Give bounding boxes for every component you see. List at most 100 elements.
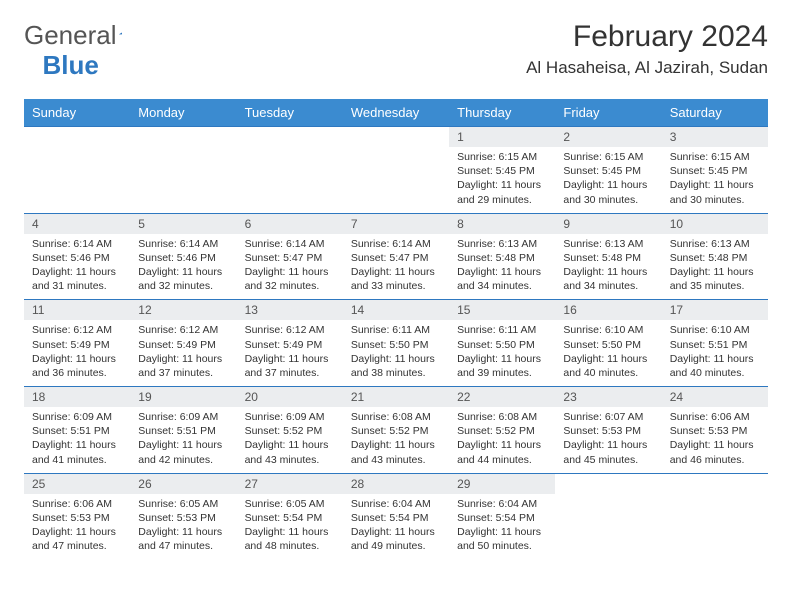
daylight-line: Daylight: 11 hours and 32 minutes. [138,265,228,293]
calendar-cell: 1Sunrise: 6:15 AMSunset: 5:45 PMDaylight… [449,127,555,214]
calendar-cell: 4Sunrise: 6:14 AMSunset: 5:46 PMDaylight… [24,213,130,300]
sunrise-line: Sunrise: 6:15 AM [563,150,653,164]
daylight-line: Daylight: 11 hours and 35 minutes. [670,265,760,293]
daylight-line: Daylight: 11 hours and 33 minutes. [351,265,441,293]
sunset-line: Sunset: 5:48 PM [670,251,760,265]
sunset-line: Sunset: 5:54 PM [245,511,335,525]
calendar-cell: 25Sunrise: 6:06 AMSunset: 5:53 PMDayligh… [24,473,130,559]
calendar-cell: 21Sunrise: 6:08 AMSunset: 5:52 PMDayligh… [343,387,449,474]
calendar-table: Sunday Monday Tuesday Wednesday Thursday… [24,99,768,559]
logo-triangle-icon [119,24,123,42]
sunrise-line: Sunrise: 6:09 AM [245,410,335,424]
day-content: Sunrise: 6:05 AMSunset: 5:54 PMDaylight:… [237,494,343,560]
sunrise-line: Sunrise: 6:04 AM [351,497,441,511]
day-number: 15 [449,300,555,320]
day-number: 8 [449,214,555,234]
day-number: 29 [449,474,555,494]
sunrise-line: Sunrise: 6:12 AM [32,323,122,337]
calendar-cell: 22Sunrise: 6:08 AMSunset: 5:52 PMDayligh… [449,387,555,474]
logo-word2: Blue [43,50,99,81]
calendar-cell: 3Sunrise: 6:15 AMSunset: 5:45 PMDaylight… [662,127,768,214]
daylight-line: Daylight: 11 hours and 37 minutes. [245,352,335,380]
daylight-line: Daylight: 11 hours and 32 minutes. [245,265,335,293]
day-number: 26 [130,474,236,494]
day-number: 3 [662,127,768,147]
daylight-line: Daylight: 11 hours and 42 minutes. [138,438,228,466]
sunrise-line: Sunrise: 6:11 AM [351,323,441,337]
calendar-cell: 5Sunrise: 6:14 AMSunset: 5:46 PMDaylight… [130,213,236,300]
sunrise-line: Sunrise: 6:06 AM [670,410,760,424]
calendar-cell: 12Sunrise: 6:12 AMSunset: 5:49 PMDayligh… [130,300,236,387]
day-content: Sunrise: 6:14 AMSunset: 5:47 PMDaylight:… [343,234,449,300]
sunrise-line: Sunrise: 6:05 AM [138,497,228,511]
sunrise-line: Sunrise: 6:06 AM [32,497,122,511]
day-content: Sunrise: 6:06 AMSunset: 5:53 PMDaylight:… [662,407,768,473]
day-content: Sunrise: 6:05 AMSunset: 5:53 PMDaylight:… [130,494,236,560]
daylight-line: Daylight: 11 hours and 48 minutes. [245,525,335,553]
sunset-line: Sunset: 5:48 PM [457,251,547,265]
day-content: Sunrise: 6:10 AMSunset: 5:50 PMDaylight:… [555,320,661,386]
daylight-line: Daylight: 11 hours and 46 minutes. [670,438,760,466]
day-number: 17 [662,300,768,320]
day-content: Sunrise: 6:15 AMSunset: 5:45 PMDaylight:… [662,147,768,213]
calendar-cell: 10Sunrise: 6:13 AMSunset: 5:48 PMDayligh… [662,213,768,300]
sunset-line: Sunset: 5:52 PM [351,424,441,438]
daylight-line: Daylight: 11 hours and 34 minutes. [457,265,547,293]
day-number: 1 [449,127,555,147]
daylight-line: Daylight: 11 hours and 50 minutes. [457,525,547,553]
sunset-line: Sunset: 5:53 PM [32,511,122,525]
day-content: Sunrise: 6:04 AMSunset: 5:54 PMDaylight:… [343,494,449,560]
weekday-header: Wednesday [343,99,449,127]
day-content: Sunrise: 6:09 AMSunset: 5:52 PMDaylight:… [237,407,343,473]
daylight-line: Daylight: 11 hours and 36 minutes. [32,352,122,380]
calendar-cell: .. [662,473,768,559]
calendar-body: ........1Sunrise: 6:15 AMSunset: 5:45 PM… [24,127,768,560]
day-content: Sunrise: 6:08 AMSunset: 5:52 PMDaylight:… [449,407,555,473]
calendar-row: 25Sunrise: 6:06 AMSunset: 5:53 PMDayligh… [24,473,768,559]
calendar-cell: 23Sunrise: 6:07 AMSunset: 5:53 PMDayligh… [555,387,661,474]
day-content: Sunrise: 6:10 AMSunset: 5:51 PMDaylight:… [662,320,768,386]
day-content: Sunrise: 6:15 AMSunset: 5:45 PMDaylight:… [449,147,555,213]
sunset-line: Sunset: 5:50 PM [457,338,547,352]
sunset-line: Sunset: 5:50 PM [563,338,653,352]
day-content: Sunrise: 6:11 AMSunset: 5:50 PMDaylight:… [449,320,555,386]
sunrise-line: Sunrise: 6:14 AM [351,237,441,251]
sunrise-line: Sunrise: 6:13 AM [670,237,760,251]
daylight-line: Daylight: 11 hours and 31 minutes. [32,265,122,293]
calendar-cell: 16Sunrise: 6:10 AMSunset: 5:50 PMDayligh… [555,300,661,387]
calendar-cell: .. [343,127,449,214]
sunset-line: Sunset: 5:48 PM [563,251,653,265]
logo-word1: General [24,20,117,51]
daylight-line: Daylight: 11 hours and 43 minutes. [351,438,441,466]
weekday-header: Thursday [449,99,555,127]
sunrise-line: Sunrise: 6:12 AM [245,323,335,337]
sunset-line: Sunset: 5:45 PM [670,164,760,178]
sunset-line: Sunset: 5:49 PM [32,338,122,352]
calendar-cell: 29Sunrise: 6:04 AMSunset: 5:54 PMDayligh… [449,473,555,559]
sunset-line: Sunset: 5:45 PM [563,164,653,178]
sunrise-line: Sunrise: 6:04 AM [457,497,547,511]
day-number: 11 [24,300,130,320]
calendar-cell: 7Sunrise: 6:14 AMSunset: 5:47 PMDaylight… [343,213,449,300]
sunset-line: Sunset: 5:47 PM [351,251,441,265]
daylight-line: Daylight: 11 hours and 41 minutes. [32,438,122,466]
day-number: 24 [662,387,768,407]
sunset-line: Sunset: 5:49 PM [245,338,335,352]
weekday-header: Saturday [662,99,768,127]
calendar-cell: 18Sunrise: 6:09 AMSunset: 5:51 PMDayligh… [24,387,130,474]
day-number: 22 [449,387,555,407]
day-content: Sunrise: 6:15 AMSunset: 5:45 PMDaylight:… [555,147,661,213]
weekday-header: Sunday [24,99,130,127]
daylight-line: Daylight: 11 hours and 44 minutes. [457,438,547,466]
day-content: Sunrise: 6:13 AMSunset: 5:48 PMDaylight:… [449,234,555,300]
day-number: 28 [343,474,449,494]
sunrise-line: Sunrise: 6:05 AM [245,497,335,511]
day-number: 14 [343,300,449,320]
sunrise-line: Sunrise: 6:14 AM [245,237,335,251]
daylight-line: Daylight: 11 hours and 45 minutes. [563,438,653,466]
day-content: Sunrise: 6:13 AMSunset: 5:48 PMDaylight:… [555,234,661,300]
sunrise-line: Sunrise: 6:14 AM [32,237,122,251]
sunset-line: Sunset: 5:53 PM [563,424,653,438]
day-number: 23 [555,387,661,407]
sunrise-line: Sunrise: 6:13 AM [457,237,547,251]
